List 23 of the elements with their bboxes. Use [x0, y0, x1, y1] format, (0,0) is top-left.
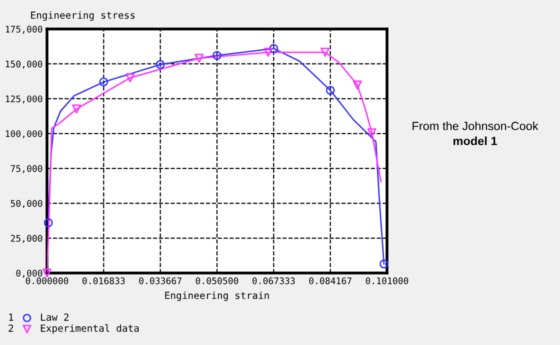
y-tick-label: 175,000	[6, 26, 42, 34]
y-tick-label: 150,000	[6, 60, 42, 69]
x-tick-label: 0.050500	[196, 277, 238, 284]
y-tick-label: 0,000	[16, 270, 42, 278]
text: 1	[9, 314, 14, 321]
legend-label: Experimental data	[40, 324, 139, 334]
x-tick-label: 0.084167	[309, 277, 352, 284]
x-tick-label: 0.101000	[366, 277, 408, 284]
legend-label: Law 2	[41, 313, 68, 321]
y-tick-label: 50,000	[10, 200, 42, 208]
y-tick-label: 25,000	[10, 234, 42, 243]
x-axis-title: Engineering strain	[165, 292, 269, 301]
x-tick-label: 0.067333	[252, 277, 295, 284]
y-tick-label: 100,000	[6, 130, 42, 138]
y-axis-title: Engineering stress	[31, 11, 135, 21]
x-tick-label: 0.000000	[26, 277, 68, 284]
text: model 1	[453, 136, 497, 146]
text: 2	[8, 324, 14, 332]
x-tick-label: 0.016833	[82, 277, 125, 284]
y-tick-label: 75,000	[10, 165, 42, 174]
x-tick-label: 0.033667	[139, 277, 182, 284]
y-tick-label: 125,000	[6, 95, 42, 104]
text: From the Johnson-Cook	[412, 122, 538, 130]
